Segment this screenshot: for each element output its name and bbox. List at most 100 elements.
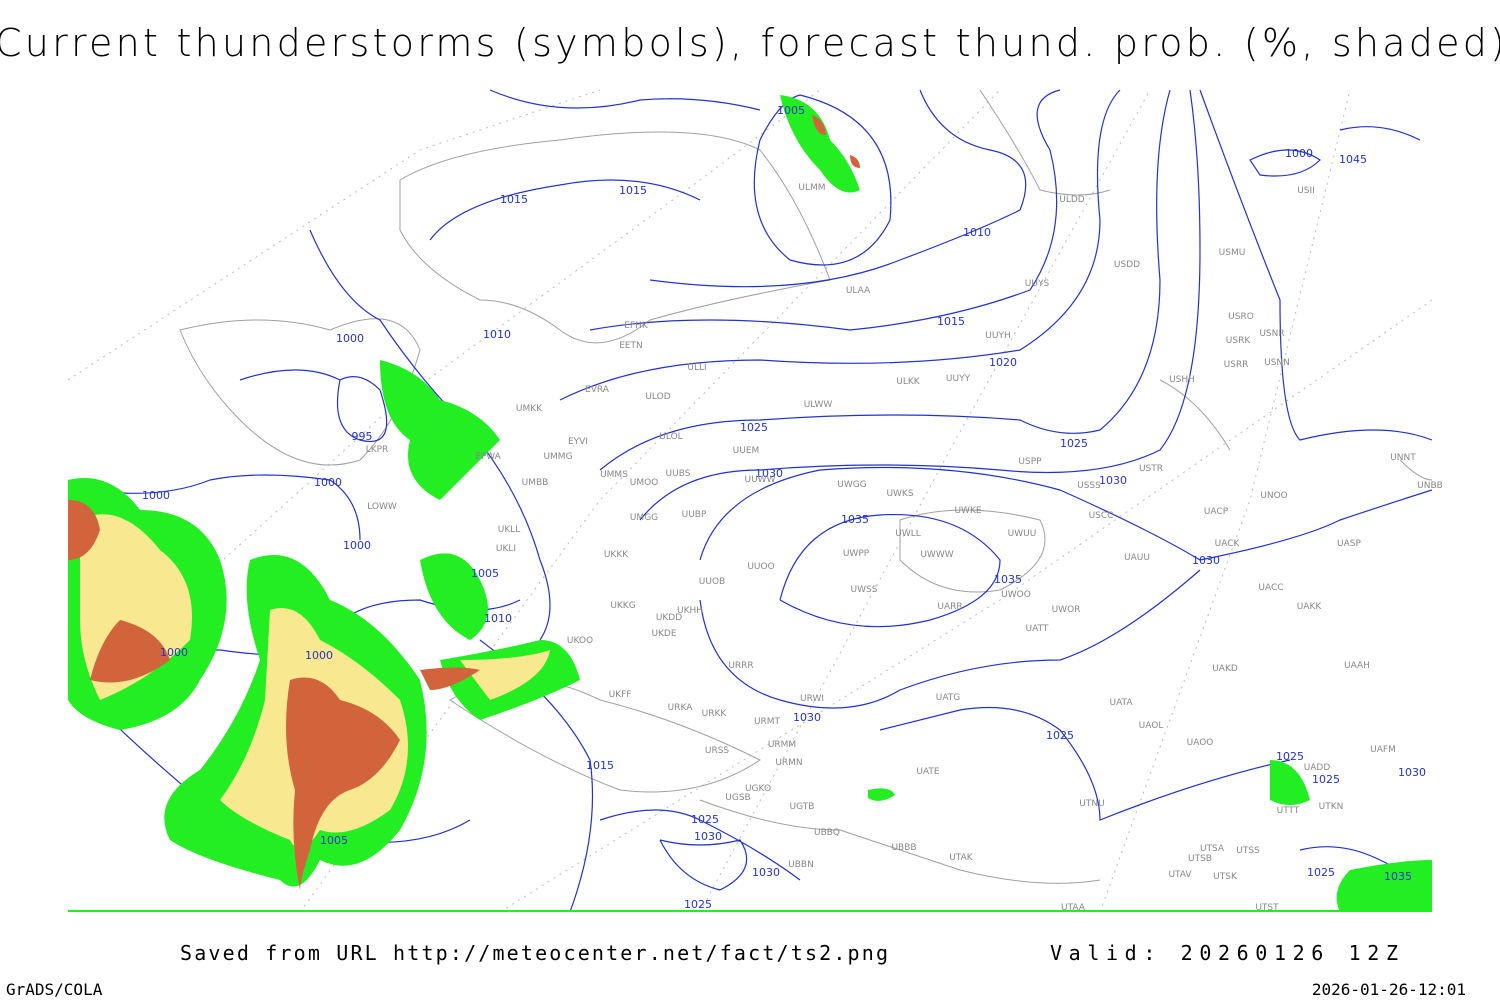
station-code: UMGG [630, 513, 658, 523]
station-code: LOWW [367, 502, 397, 512]
station-code: URSS [705, 746, 730, 756]
station-code: UAKD [1212, 664, 1238, 674]
station-code: UTAV [1168, 870, 1192, 880]
station-code: UARR [937, 602, 962, 612]
station-code: UBBN [788, 860, 814, 870]
timestamp: 2026-01-26-12:01 [1312, 980, 1466, 999]
station-code: UTSA [1200, 844, 1225, 854]
isobar-label: 1015 [619, 184, 647, 197]
station-code: LKPR [366, 445, 389, 455]
isobar-label: 1025 [691, 813, 719, 826]
station-code: ULDD [1059, 195, 1085, 205]
isobar-label: 1045 [1339, 153, 1367, 166]
station-code: UKOO [567, 636, 593, 646]
station-code: UWPP [843, 549, 870, 559]
station-code: ULAA [846, 286, 871, 296]
isobar-label: 1025 [1307, 866, 1335, 879]
station-code: UAUU [1124, 553, 1150, 563]
isobar-label: 1035 [841, 513, 869, 526]
station-code: USMU [1219, 248, 1246, 258]
station-code: UAFM [1370, 745, 1396, 755]
station-code: UASP [1337, 539, 1361, 549]
station-code: UKFF [609, 690, 632, 700]
isobar-label: 1000 [343, 539, 371, 552]
isobar-label: 1000 [160, 646, 188, 659]
isobar-label: 1025 [684, 898, 712, 911]
station-code: UNNT [1390, 453, 1416, 463]
station-code: UGKO [745, 784, 771, 794]
isobar-label: 1000 [336, 332, 364, 345]
station-code: UUYY [946, 374, 971, 384]
isobar-label: 1005 [320, 834, 348, 847]
station-code: UUOO [747, 562, 774, 572]
station-code: UUOB [699, 577, 725, 587]
station-code: EPWA [475, 452, 502, 462]
station-code: USCC [1089, 511, 1114, 521]
station-code: ULMM [798, 183, 825, 193]
graticule [67, 89, 1433, 913]
station-code: UADD [1304, 763, 1331, 773]
isobar-label: 1025 [740, 421, 768, 434]
isobar-label: 1010 [483, 328, 511, 341]
station-code: ULOL [659, 432, 682, 442]
station-code: UWLL [895, 529, 921, 539]
station-code: EETN [619, 341, 643, 351]
isobar-label: 1015 [500, 193, 528, 206]
isobar-label: 1015 [937, 315, 965, 328]
station-code: UUWW [745, 475, 776, 485]
station-code: URWI [800, 694, 824, 704]
isobar-label: 1010 [963, 226, 991, 239]
isobar-label: 1025 [1312, 773, 1340, 786]
station-code: URKA [668, 703, 694, 713]
station-code: UWKE [954, 506, 981, 516]
bottom-strip [68, 910, 1432, 912]
station-code: UMOO [630, 478, 659, 488]
station-code: UTKN [1319, 802, 1344, 812]
software-credit: GrADS/COLA [6, 980, 103, 999]
station-code: UWOR [1052, 605, 1081, 615]
station-code: UKLL [498, 525, 521, 535]
station-code: UAAH [1344, 661, 1370, 671]
station-code: UACK [1215, 539, 1241, 549]
station-code: UTTT [1277, 806, 1300, 816]
station-code: ULLI [687, 363, 706, 373]
isobar-label: 1030 [1099, 474, 1127, 487]
station-code: UWKS [886, 489, 913, 499]
station-code: UACC [1258, 583, 1283, 593]
stations: ULMM ULDD USDD USMU UUYS ULAA EFHK EETN UUYH USRO… [366, 183, 1443, 913]
station-code: UTAA [1061, 903, 1086, 913]
isobar-label: 1010 [484, 612, 512, 625]
station-code: EFHK [624, 321, 649, 331]
station-code: EVRA [585, 385, 610, 395]
station-code: URMT [754, 717, 781, 727]
station-code: EYVI [568, 437, 588, 447]
station-code: USSS [1077, 481, 1101, 491]
station-code: UKKG [610, 601, 635, 611]
station-code: URRR [728, 661, 753, 671]
isobar-label: 1000 [314, 476, 342, 489]
station-code: UMMG [543, 452, 572, 462]
map-frame: 1005 1015 1015 1010 1015 1010 1000 1020 1025 995 1… [67, 89, 1443, 913]
isobar-label: 1020 [989, 356, 1017, 369]
station-code: UMMS [600, 470, 628, 480]
isobar-label: 995 [352, 430, 373, 443]
probability-low [68, 95, 1432, 912]
valid-time: Valid: 20260126 12Z [1050, 941, 1398, 965]
station-code: UTSK [1213, 872, 1238, 882]
station-code: UKDE [651, 629, 676, 639]
station-code: UNBB [1417, 481, 1443, 491]
station-code: USNR [1259, 329, 1284, 339]
station-code: UWUU [1008, 529, 1037, 539]
isobar-label: 1030 [694, 830, 722, 843]
station-code: UUBS [666, 469, 691, 479]
station-code: USDD [1114, 260, 1140, 270]
isobar-label: 1030 [755, 467, 783, 480]
station-code: UUBP [682, 510, 707, 520]
station-code: USRR [1224, 360, 1249, 370]
station-code: UKKK [604, 550, 629, 560]
station-code: UKHH [677, 606, 703, 616]
isobar-label: 1025 [1060, 437, 1088, 450]
isobar-label: 1015 [586, 759, 614, 772]
station-code: UAOL [1139, 721, 1164, 731]
